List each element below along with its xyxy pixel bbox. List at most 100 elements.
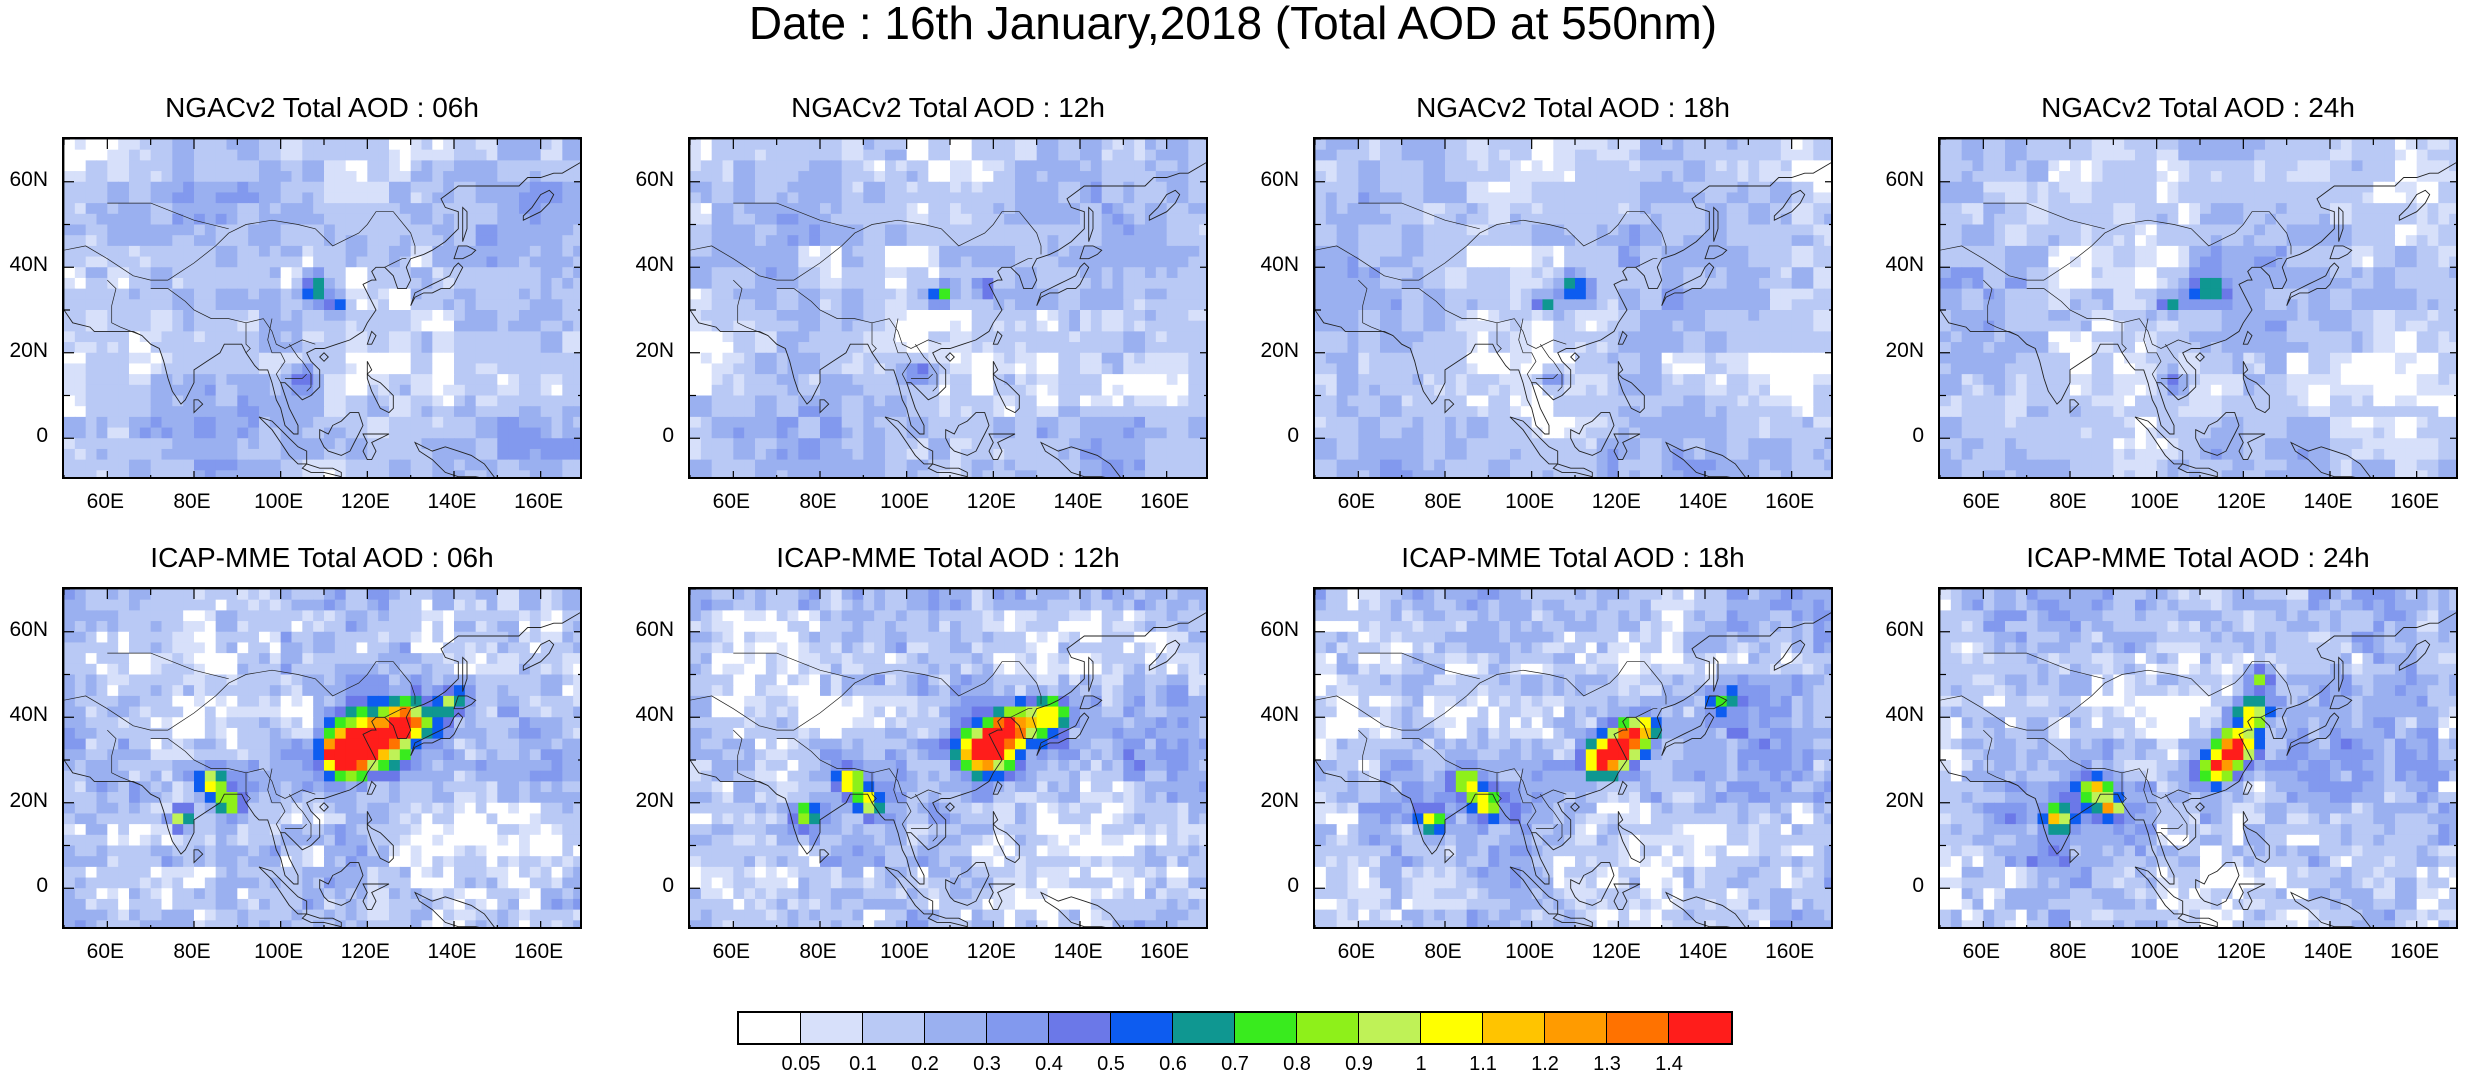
aod-cell: [766, 160, 777, 171]
aod-cell: [1199, 235, 1208, 246]
aod-cell: [172, 460, 183, 471]
aod-cell: [118, 289, 129, 300]
aod-cell: [313, 171, 324, 182]
aod-cell: [1738, 139, 1749, 150]
aod-cell: [1629, 171, 1640, 182]
aod-cell: [1824, 310, 1833, 321]
aod-cell: [1326, 321, 1337, 332]
aod-cell: [118, 374, 129, 385]
aod-cell: [1048, 385, 1059, 396]
aod-cell: [1134, 363, 1145, 374]
aod-cell: [172, 406, 183, 417]
aod-cell: [1037, 363, 1048, 374]
aod-cell: [519, 160, 530, 171]
aod-cell: [1156, 438, 1167, 449]
aod-cell: [755, 182, 766, 193]
aod-cell: [562, 235, 573, 246]
aod-cell: [896, 438, 907, 449]
aod-cell: [1337, 353, 1348, 364]
aod-cell: [465, 257, 476, 268]
aod-cell: [1488, 214, 1499, 225]
aod-cell: [1145, 374, 1156, 385]
aod-cell: [2308, 139, 2319, 150]
aod-cell: [1727, 363, 1738, 374]
aod-cell: [950, 171, 961, 182]
aod-cell: [788, 267, 799, 278]
aod-cell: [950, 225, 961, 236]
aod-cell: [1391, 150, 1402, 161]
aod-cell: [712, 310, 723, 321]
aod-cell: [237, 257, 248, 268]
aod-cell: [497, 438, 508, 449]
aod-cell: [508, 257, 519, 268]
aod-cell: [1080, 192, 1091, 203]
aod-cell: [2200, 150, 2211, 161]
aod-cell: [487, 385, 498, 396]
aod-cell: [950, 310, 961, 321]
aod-cell: [357, 331, 368, 342]
aod-cell: [1326, 203, 1337, 214]
aod-cell: [227, 406, 238, 417]
aod-cell: [896, 214, 907, 225]
aod-cell: [432, 342, 443, 353]
aod-cell: [454, 417, 465, 428]
aod-cell: [1813, 278, 1824, 289]
aod-cell: [1069, 374, 1080, 385]
aod-cell: [75, 203, 86, 214]
aod-cell: [107, 449, 118, 460]
aod-cell: [1369, 470, 1380, 479]
aod-cell: [961, 289, 972, 300]
aod-cell: [248, 417, 259, 428]
aod-cell: [1188, 225, 1199, 236]
aod-cell: [1199, 182, 1208, 193]
aod-cell: [809, 310, 820, 321]
aod-cell: [367, 257, 378, 268]
aod-cell: [950, 289, 961, 300]
aod-cell: [1456, 289, 1467, 300]
aod-cell: [129, 192, 140, 203]
aod-cell: [1510, 460, 1521, 471]
aod-cell: [1391, 363, 1402, 374]
aod-cell: [1413, 182, 1424, 193]
aod-cell: [1423, 150, 1434, 161]
aod-cell: [788, 428, 799, 439]
aod-cell: [1781, 278, 1792, 289]
aod-cell: [733, 385, 744, 396]
aod-cell: [1456, 278, 1467, 289]
aod-cell: [918, 374, 929, 385]
aod-cell: [378, 417, 389, 428]
aod-cell: [831, 321, 842, 332]
aod-cell: [1156, 278, 1167, 289]
aod-cell: [1629, 214, 1640, 225]
aod-cell: [1532, 310, 1543, 321]
aod-cell: [1759, 331, 1770, 342]
aod-cell: [1813, 460, 1824, 471]
aod-cell: [1488, 428, 1499, 439]
aod-cell: [519, 353, 530, 364]
aod-cell: [1597, 428, 1608, 439]
aod-cell: [378, 299, 389, 310]
aod-cell: [1618, 225, 1629, 236]
aod-cell: [1694, 246, 1705, 257]
aod-cell: [1369, 460, 1380, 471]
aod-cell: [1315, 139, 1326, 150]
aod-cell: [97, 428, 108, 439]
aod-cell: [541, 160, 552, 171]
aod-cell: [1402, 235, 1413, 246]
aod-cell: [443, 310, 454, 321]
aod-map: [64, 139, 582, 479]
aod-cell: [1037, 235, 1048, 246]
aod-cell: [1510, 246, 1521, 257]
aod-cell: [777, 235, 788, 246]
aod-cell: [1532, 160, 1543, 171]
aod-cell: [151, 449, 162, 460]
aod-cell: [270, 385, 281, 396]
aod-cell: [1069, 299, 1080, 310]
aod-cell: [972, 374, 983, 385]
aod-cell: [1770, 310, 1781, 321]
aod-cell: [1770, 321, 1781, 332]
aod-cell: [1069, 449, 1080, 460]
aod-cell: [2222, 150, 2233, 161]
aod-cell: [1683, 182, 1694, 193]
aod-cell: [313, 139, 324, 150]
